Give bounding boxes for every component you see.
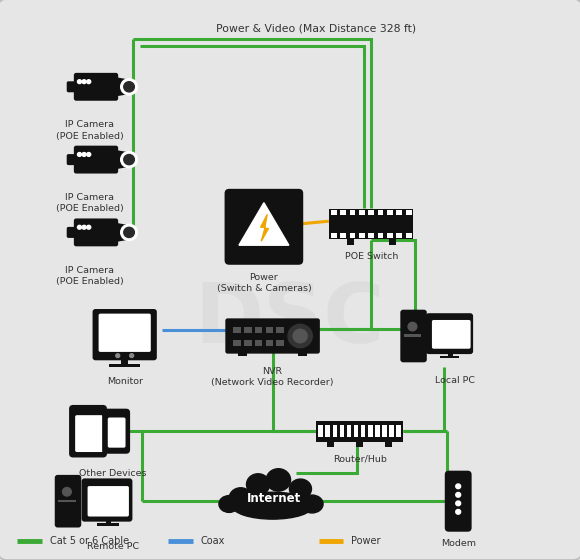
FancyBboxPatch shape [67, 154, 78, 165]
Polygon shape [260, 214, 269, 241]
Bar [347, 240, 354, 245]
Text: DSC: DSC [195, 279, 385, 360]
Bar [387, 209, 393, 215]
Text: Modem: Modem [441, 539, 476, 548]
Ellipse shape [266, 469, 291, 491]
FancyBboxPatch shape [67, 227, 78, 238]
Circle shape [456, 501, 461, 506]
Text: IP Camera
(POE Enabled): IP Camera (POE Enabled) [56, 120, 124, 141]
Bar [387, 233, 393, 239]
Text: Other Devices: Other Devices [79, 469, 147, 478]
Text: NVR
(Network Video Recorder): NVR (Network Video Recorder) [211, 367, 334, 387]
Polygon shape [239, 203, 289, 245]
Bar [368, 233, 374, 239]
Bar [327, 442, 334, 447]
Bar [356, 442, 363, 447]
FancyBboxPatch shape [99, 314, 151, 352]
FancyBboxPatch shape [67, 81, 78, 92]
Bar [405, 209, 412, 215]
Bar [405, 233, 412, 239]
Bar [97, 523, 118, 526]
Circle shape [124, 155, 135, 165]
Circle shape [87, 225, 90, 229]
FancyBboxPatch shape [74, 146, 118, 174]
Bar [361, 426, 365, 437]
Circle shape [121, 79, 137, 95]
Circle shape [82, 225, 86, 229]
Circle shape [456, 484, 461, 489]
FancyBboxPatch shape [432, 320, 470, 349]
Bar [110, 365, 140, 367]
Bar [368, 209, 374, 215]
Circle shape [116, 354, 119, 357]
Circle shape [456, 510, 461, 514]
Circle shape [78, 225, 81, 229]
FancyBboxPatch shape [88, 486, 129, 516]
Ellipse shape [229, 488, 252, 509]
Bar [448, 351, 453, 356]
Circle shape [130, 354, 133, 357]
FancyBboxPatch shape [74, 73, 118, 101]
Bar [389, 426, 394, 437]
Circle shape [408, 323, 417, 331]
Bar [396, 209, 402, 215]
FancyBboxPatch shape [102, 409, 130, 454]
FancyBboxPatch shape [225, 318, 320, 354]
Bar [378, 233, 383, 239]
Bar [378, 209, 383, 215]
FancyBboxPatch shape [82, 478, 132, 522]
Bar [255, 327, 262, 333]
Circle shape [82, 80, 86, 83]
Text: Router/Hub: Router/Hub [333, 455, 386, 464]
Text: Remote PC: Remote PC [87, 542, 139, 550]
Circle shape [456, 492, 461, 497]
Bar [350, 233, 356, 239]
Bar [382, 426, 387, 437]
Ellipse shape [289, 479, 311, 498]
Bar [440, 356, 459, 358]
Bar [298, 352, 307, 357]
Circle shape [87, 152, 90, 156]
Circle shape [121, 152, 137, 167]
Bar [332, 426, 337, 437]
Circle shape [124, 82, 135, 92]
Bar [266, 340, 273, 346]
Ellipse shape [232, 492, 313, 519]
Text: Power & Video (Max Distance 328 ft): Power & Video (Max Distance 328 ft) [216, 24, 416, 34]
Text: Internet: Internet [246, 492, 301, 506]
Ellipse shape [301, 495, 323, 513]
Bar [340, 426, 345, 437]
Bar [347, 426, 351, 437]
Circle shape [293, 329, 307, 343]
Circle shape [124, 227, 135, 237]
FancyBboxPatch shape [445, 470, 472, 532]
Polygon shape [116, 78, 129, 96]
Circle shape [82, 152, 86, 156]
FancyBboxPatch shape [400, 310, 427, 362]
FancyBboxPatch shape [69, 405, 107, 458]
Bar [58, 500, 76, 502]
Bar [233, 327, 241, 333]
Text: IP Camera
(POE Enabled): IP Camera (POE Enabled) [56, 193, 124, 213]
Bar [354, 426, 358, 437]
Bar [396, 233, 402, 239]
Bar [233, 340, 241, 346]
Bar [238, 352, 247, 357]
Bar [276, 340, 284, 346]
Text: IP Camera
(POE Enabled): IP Camera (POE Enabled) [56, 266, 124, 286]
Bar [244, 327, 252, 333]
Bar [318, 426, 323, 437]
Circle shape [78, 152, 81, 156]
Bar [404, 334, 421, 337]
FancyBboxPatch shape [316, 421, 403, 442]
FancyBboxPatch shape [224, 189, 303, 265]
FancyBboxPatch shape [108, 418, 125, 447]
Circle shape [78, 80, 81, 83]
Bar [340, 209, 346, 215]
Bar [359, 233, 365, 239]
Bar [375, 426, 379, 437]
Bar [255, 340, 262, 346]
Bar [396, 426, 401, 437]
FancyBboxPatch shape [426, 313, 473, 354]
